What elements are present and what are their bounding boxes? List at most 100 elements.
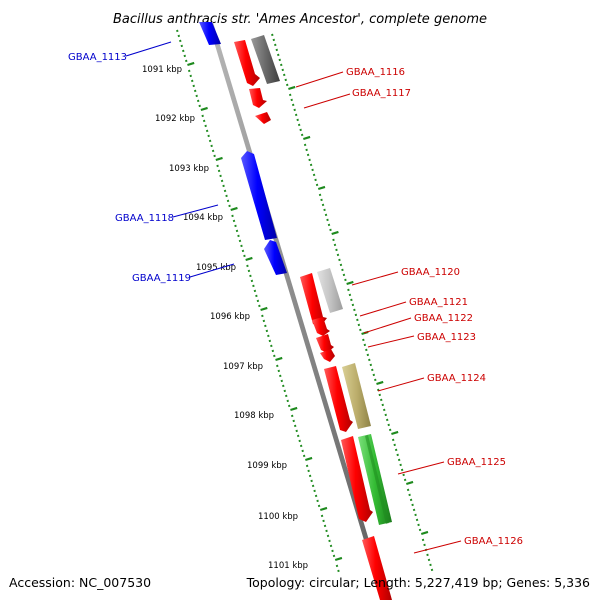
gene-label-gbaa-1113[interactable]: GBAA_1113 <box>68 52 127 63</box>
minor-tick <box>211 149 215 153</box>
major-tick <box>288 85 296 91</box>
minor-tick <box>301 449 304 453</box>
minor-tick <box>342 273 346 277</box>
minor-tick <box>372 373 376 377</box>
gene-gbaa-1122[interactable] <box>316 334 334 353</box>
gene-gbaa-1118[interactable] <box>241 151 277 240</box>
minor-tick <box>201 114 204 118</box>
minor-tick <box>371 368 374 372</box>
minor-tick <box>294 113 298 117</box>
gene-gbaa-1117b[interactable] <box>255 112 271 124</box>
major-tick <box>376 380 384 386</box>
leader-gbaa-1123 <box>367 335 415 348</box>
minor-tick <box>281 68 284 72</box>
gene-label-gbaa-1121[interactable]: GBAA_1121 <box>409 297 468 308</box>
gene-label-gbaa-1120[interactable]: GBAA_1120 <box>401 267 460 278</box>
gene-gbaa-1123[interactable] <box>320 349 335 362</box>
minor-tick <box>250 279 254 283</box>
gene-label-gbaa-1126[interactable]: GBAA_1126 <box>464 536 523 547</box>
minor-tick <box>271 33 274 37</box>
feature-light-gray[interactable] <box>317 268 343 313</box>
minor-tick <box>414 513 417 517</box>
tick-tracks <box>176 29 434 573</box>
map-title: Bacillus anthracis str. 'Ames Ancestor',… <box>113 12 487 27</box>
minor-tick <box>397 458 401 462</box>
minor-tick <box>426 553 429 557</box>
gene-gbaa-1124[interactable] <box>324 366 353 432</box>
leader-gbaa-1117 <box>303 93 351 109</box>
gene-gbaa-1121[interactable] <box>312 317 330 336</box>
major-tick <box>331 230 339 236</box>
minor-tick <box>321 203 325 207</box>
minor-tick <box>303 143 307 147</box>
kbp-tick-label: 1093 kbp <box>169 164 209 174</box>
topology-text: Topology: circular; Length: 5,227,419 bp… <box>246 575 590 590</box>
leader-gbaa-1121 <box>359 301 407 317</box>
gene-label-gbaa-1119[interactable]: GBAA_1119 <box>132 273 191 284</box>
minor-tick <box>271 349 275 353</box>
leader-gbaa-1125 <box>397 461 445 475</box>
minor-tick <box>195 94 198 98</box>
gene-gbaa-1126[interactable] <box>362 536 392 600</box>
minor-tick <box>189 74 192 78</box>
gene-gbaa-1125[interactable] <box>341 436 373 522</box>
gene-label-gbaa-1124[interactable]: GBAA_1124 <box>427 373 486 384</box>
minor-tick <box>290 414 294 418</box>
gene-label-gbaa-1116[interactable]: GBAA_1116 <box>346 67 405 78</box>
gene-label-gbaa-1117[interactable]: GBAA_1117 <box>352 88 411 99</box>
minor-tick <box>310 479 313 483</box>
minor-tick <box>262 319 266 323</box>
kbp-tick-label: 1099 kbp <box>247 461 287 471</box>
minor-tick <box>387 423 390 427</box>
leader-gbaa-1122 <box>363 317 412 334</box>
gene-label-gbaa-1125[interactable]: GBAA_1125 <box>447 457 506 468</box>
minor-tick <box>362 338 365 342</box>
minor-tick <box>323 208 326 212</box>
minor-tick <box>210 144 213 148</box>
gene-gbaa-1117[interactable] <box>249 88 267 108</box>
minor-tick <box>237 234 240 238</box>
minor-tick <box>198 104 201 108</box>
minor-tick <box>350 298 353 302</box>
gene-label-gbaa-1118[interactable]: GBAA_1118 <box>115 213 174 224</box>
minor-tick <box>311 484 315 488</box>
feature-dark-gray[interactable] <box>251 35 280 84</box>
minor-tick <box>284 78 287 82</box>
leader-gbaa-1118 <box>172 204 219 218</box>
minor-tick <box>427 558 431 562</box>
minor-tick <box>411 503 414 507</box>
gene-label-gbaa-1123[interactable]: GBAA_1123 <box>417 332 476 343</box>
major-tick <box>303 135 311 141</box>
minor-tick <box>291 103 295 107</box>
major-tick <box>230 206 238 212</box>
feature-khaki[interactable] <box>342 363 371 429</box>
minor-tick <box>296 118 299 122</box>
gene-gbaa-1120[interactable] <box>300 273 327 327</box>
minor-tick <box>329 228 332 232</box>
minor-tick <box>412 508 416 512</box>
minor-tick <box>335 248 338 252</box>
minor-tick <box>329 544 333 548</box>
minor-tick <box>429 563 432 567</box>
gene-label-gbaa-1122[interactable]: GBAA_1122 <box>414 313 473 324</box>
minor-tick <box>247 269 251 273</box>
minor-tick <box>339 263 343 267</box>
gene-gbaa-1116[interactable] <box>234 40 260 86</box>
minor-tick <box>365 348 368 352</box>
minor-tick <box>317 504 321 508</box>
minor-tick <box>314 494 318 498</box>
minor-tick <box>258 304 261 308</box>
gene-gbaa-1113[interactable] <box>199 22 221 45</box>
minor-tick <box>308 474 312 478</box>
minor-tick <box>396 453 399 457</box>
gene-gbaa-1119[interactable] <box>264 240 287 275</box>
minor-tick <box>280 379 284 383</box>
minor-tick <box>418 528 422 532</box>
minor-tick <box>255 294 258 298</box>
minor-tick <box>325 529 328 533</box>
leader-gbaa-1126 <box>413 540 462 554</box>
kbp-tick-label: 1095 kbp <box>196 263 236 273</box>
minor-tick <box>374 378 377 382</box>
leader-gbaa-1119 <box>189 263 235 278</box>
